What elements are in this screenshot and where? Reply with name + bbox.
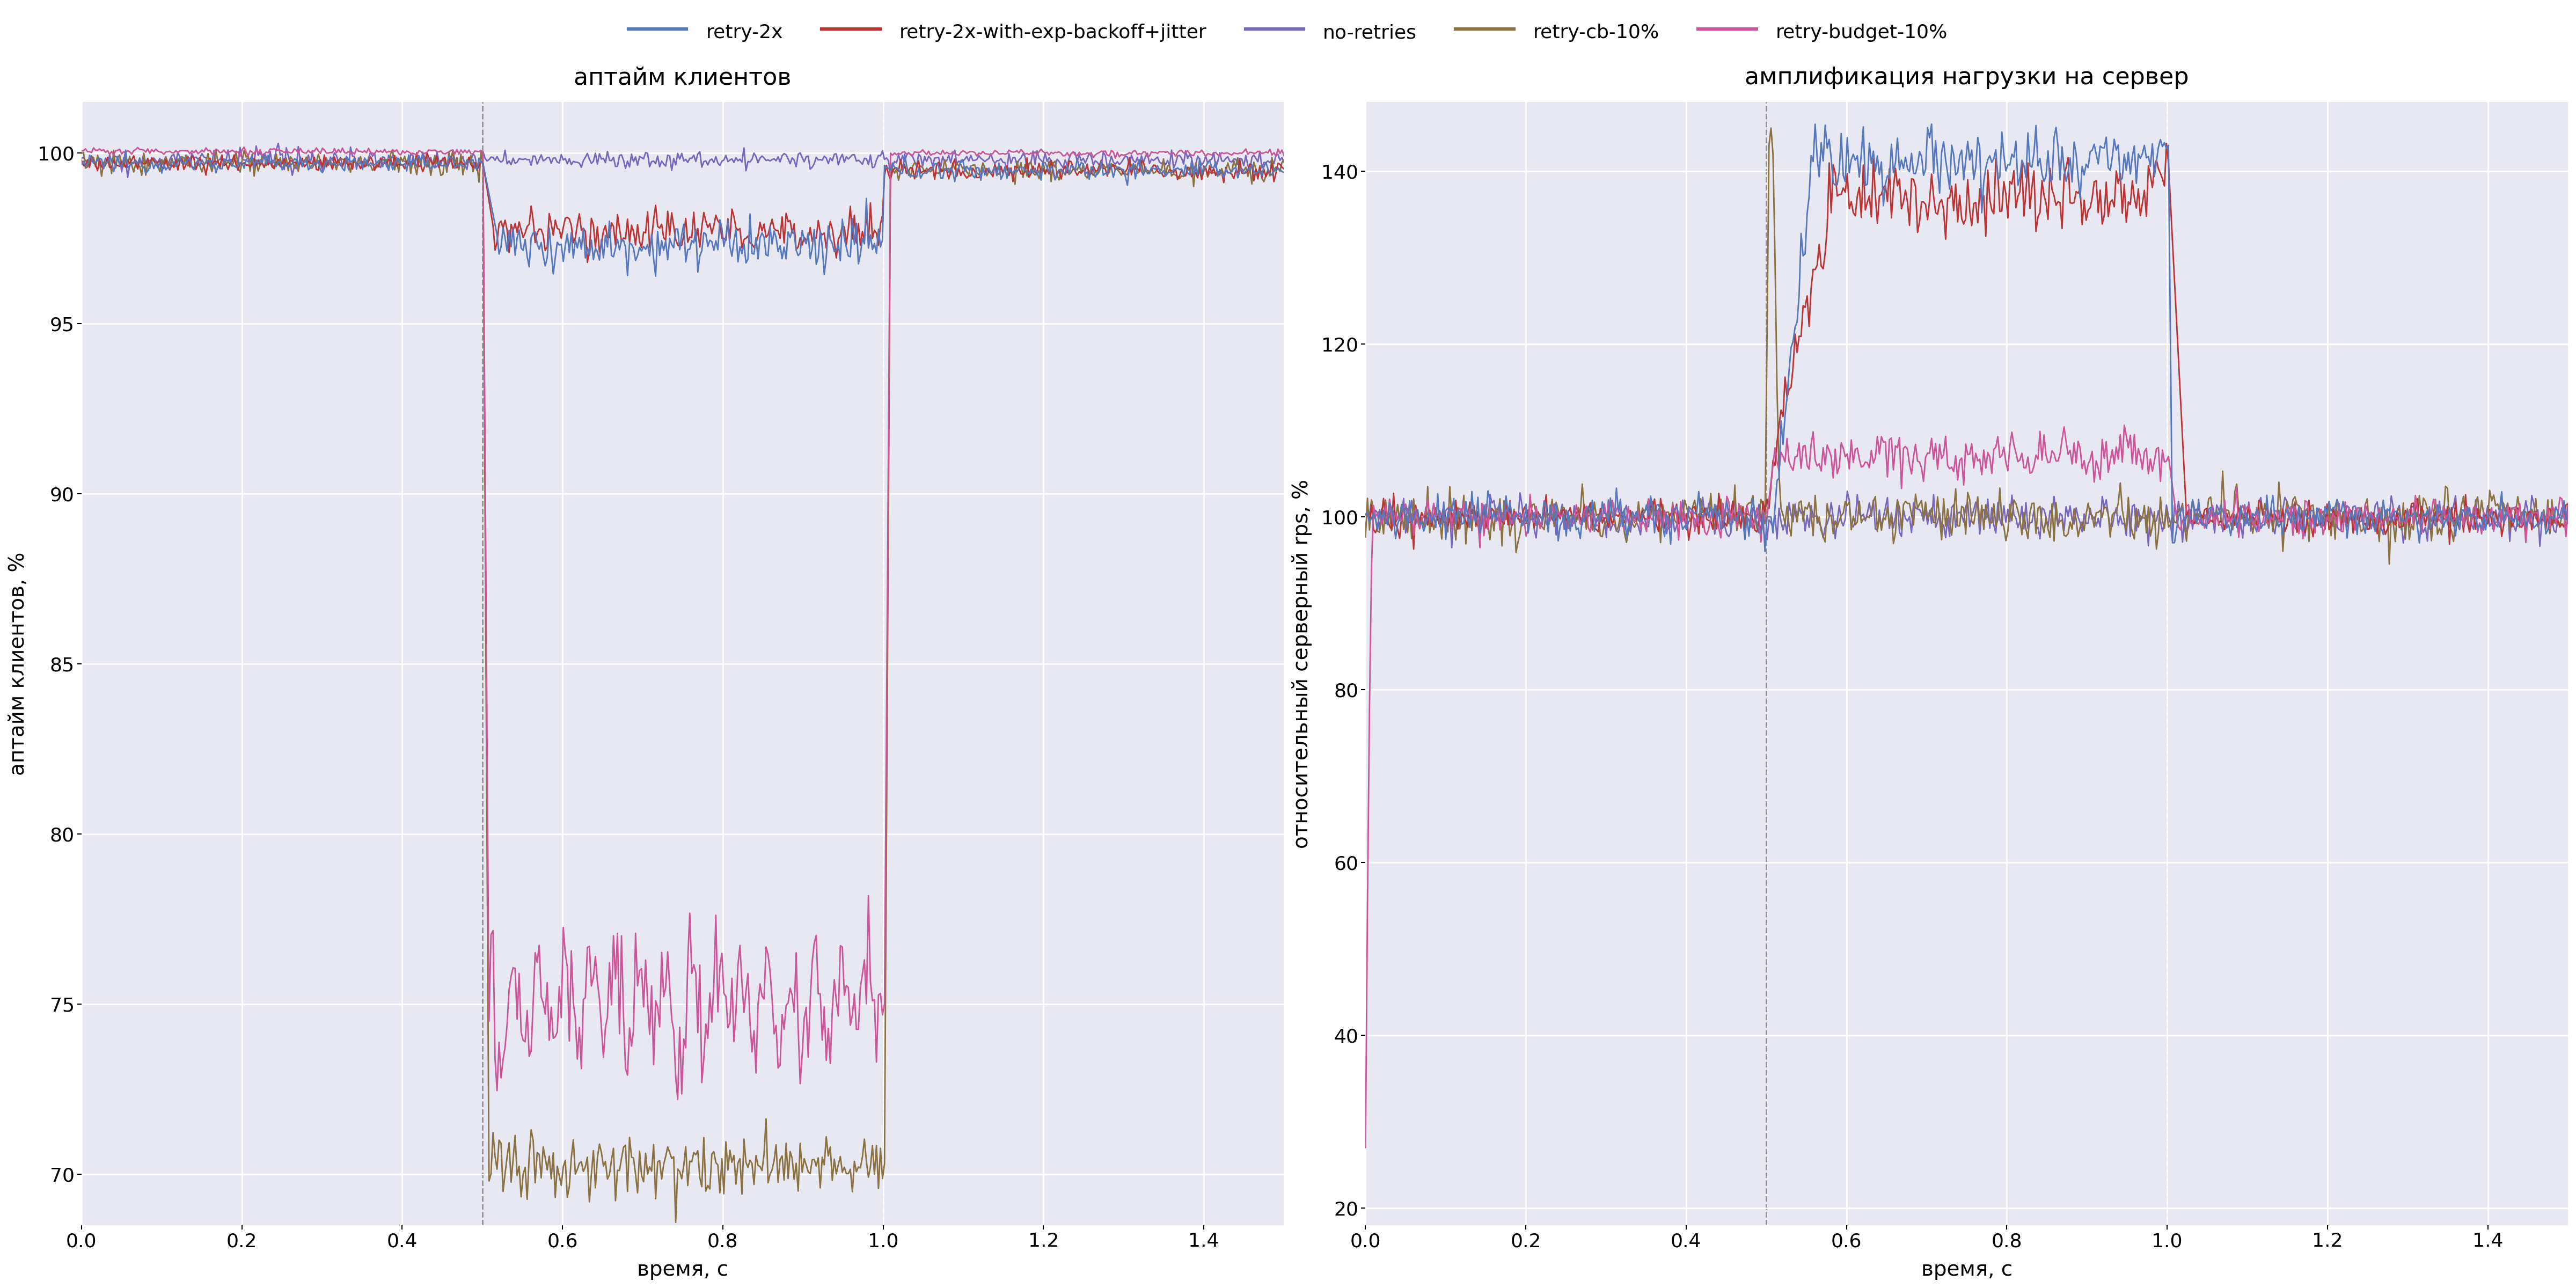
X-axis label: время, с: время, с [636, 1260, 729, 1280]
X-axis label: время, с: время, с [1922, 1260, 2012, 1280]
Y-axis label: относительный серверный rps, %: относительный серверный rps, % [1293, 479, 1311, 849]
Title: амплификация нагрузки на сервер: амплификация нагрузки на сервер [1744, 66, 2190, 89]
Legend: retry-2x, retry-2x-with-exp-backoff+jitter, no-retries, retry-cb-10%, retry-budg: retry-2x, retry-2x-with-exp-backoff+jitt… [621, 13, 1955, 52]
Title: аптайм клиентов: аптайм клиентов [574, 66, 791, 89]
Y-axis label: аптайм клиентов, %: аптайм клиентов, % [8, 553, 28, 775]
